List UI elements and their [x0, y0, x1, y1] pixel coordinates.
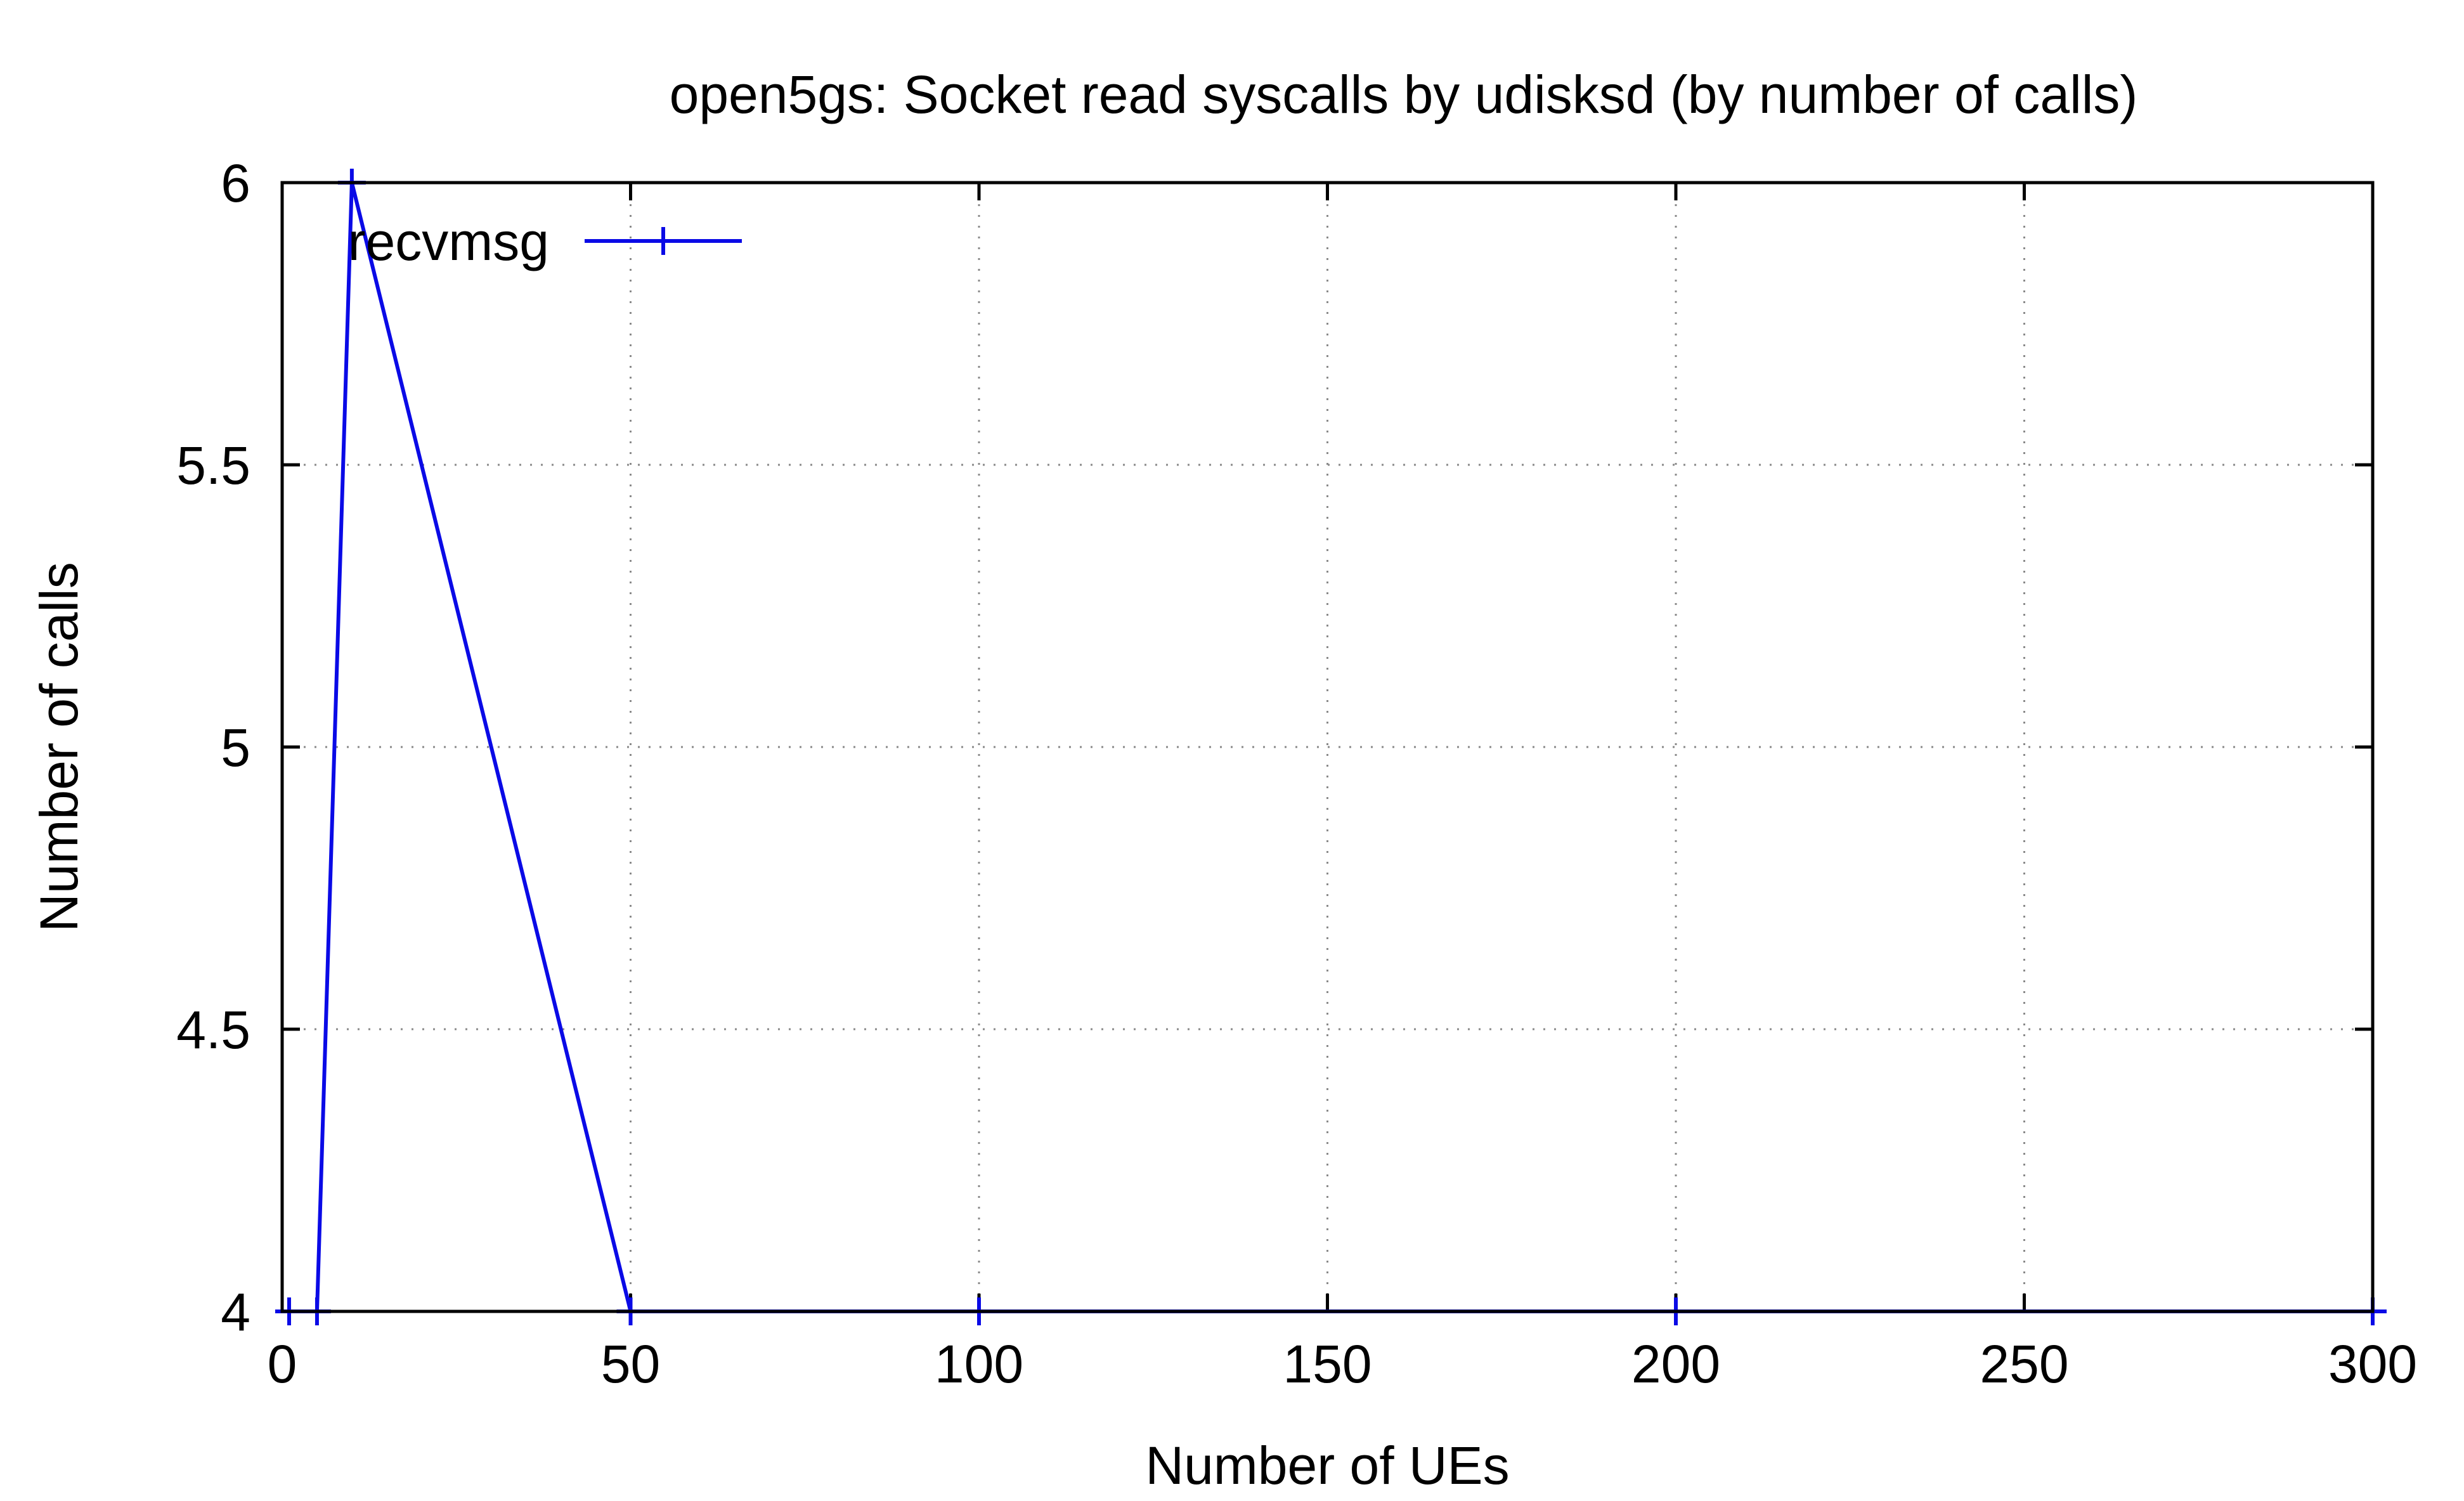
x-tick-label: 50 — [601, 1334, 660, 1394]
legend-label: recvmsg — [348, 212, 549, 271]
x-tick-label: 100 — [935, 1334, 1023, 1394]
tick-labels: 0 50 100 150 200 250 300 4 4.5 5 5.5 6 — [176, 153, 2417, 1394]
y-axis-label: Number of calls — [29, 562, 89, 932]
x-tick-label: 200 — [1631, 1334, 1720, 1394]
x-axis-label: Number of UEs — [1145, 1436, 1509, 1495]
x-tick-label: 0 — [268, 1334, 297, 1394]
y-tick-label: 6 — [221, 153, 250, 213]
x-tick-label: 150 — [1283, 1334, 1371, 1394]
y-tick-label: 5.5 — [176, 436, 250, 495]
legend: recvmsg — [348, 212, 742, 271]
chart-title: open5gs: Socket read syscalls by udisksd… — [670, 65, 2138, 124]
x-tick-label: 250 — [1980, 1334, 2068, 1394]
y-tick-label: 4.5 — [176, 1000, 250, 1060]
x-tick-label: 300 — [2328, 1334, 2417, 1394]
y-tick-label: 4 — [221, 1282, 250, 1342]
y-tick-label: 5 — [221, 718, 250, 777]
plot-frame — [280, 181, 2375, 1313]
